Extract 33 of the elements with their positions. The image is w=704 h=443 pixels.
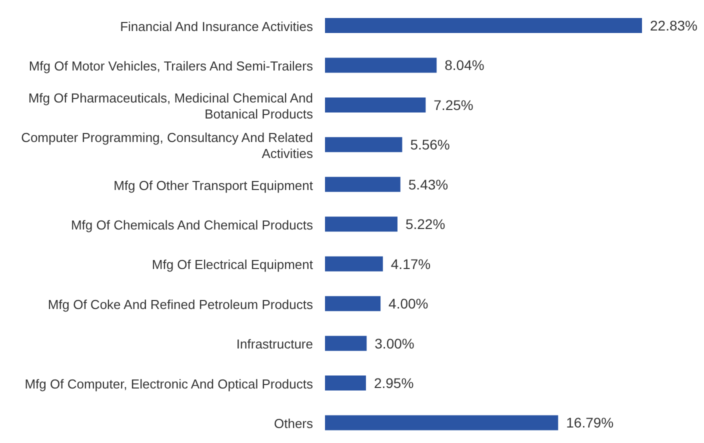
bar — [325, 415, 558, 430]
data-label: 3.00% — [374, 335, 414, 352]
bar — [325, 216, 398, 232]
data-label: 5.56% — [410, 136, 450, 153]
bar — [325, 256, 383, 272]
bar — [325, 336, 367, 351]
data-label: 8.04% — [444, 57, 484, 74]
y-tick-label: Infrastructure — [236, 336, 313, 352]
bar — [325, 296, 381, 312]
y-tick-label: Mfg Of Pharmaceuticals, Medicinal Chemical And Botanical Products — [28, 90, 314, 121]
data-label: 5.43% — [408, 176, 448, 192]
bar — [325, 58, 437, 73]
y-tick-label: Others — [274, 416, 314, 431]
data-label: 22.83% — [650, 17, 698, 34]
data-label: 16.79% — [566, 414, 614, 431]
data-label: 4.17% — [390, 256, 431, 272]
y-tick-label: Mfg Of Electrical Equipment — [152, 256, 314, 272]
y-tick-label: Financial And Insurance Activities — [120, 18, 314, 34]
y-tick-label: Mfg Of Computer, Electronic And Optical Products — [24, 376, 314, 391]
data-label: 2.95% — [374, 375, 414, 392]
bar — [325, 376, 366, 391]
y-tick-label: Mfg Of Chemicals And Chemical Products — [70, 217, 314, 232]
y-tick-label: Mfg Of Motor Vehicles, Trailers And Semi-Trailers — [28, 58, 314, 74]
y-tick-label: Mfg Of Coke And Refined Petroleum Products — [48, 296, 314, 312]
bar — [325, 176, 400, 192]
bar — [325, 97, 426, 112]
bar — [325, 137, 402, 152]
y-tick-label: Computer Programming, Consultancy And Related Activities — [21, 130, 314, 161]
data-label: 5.22% — [405, 216, 446, 232]
bar — [325, 18, 642, 33]
data-label: 7.25% — [434, 96, 474, 113]
y-tick-label: Mfg Of Other Transport Equipment — [114, 177, 314, 192]
data-label: 4.00% — [388, 296, 428, 312]
